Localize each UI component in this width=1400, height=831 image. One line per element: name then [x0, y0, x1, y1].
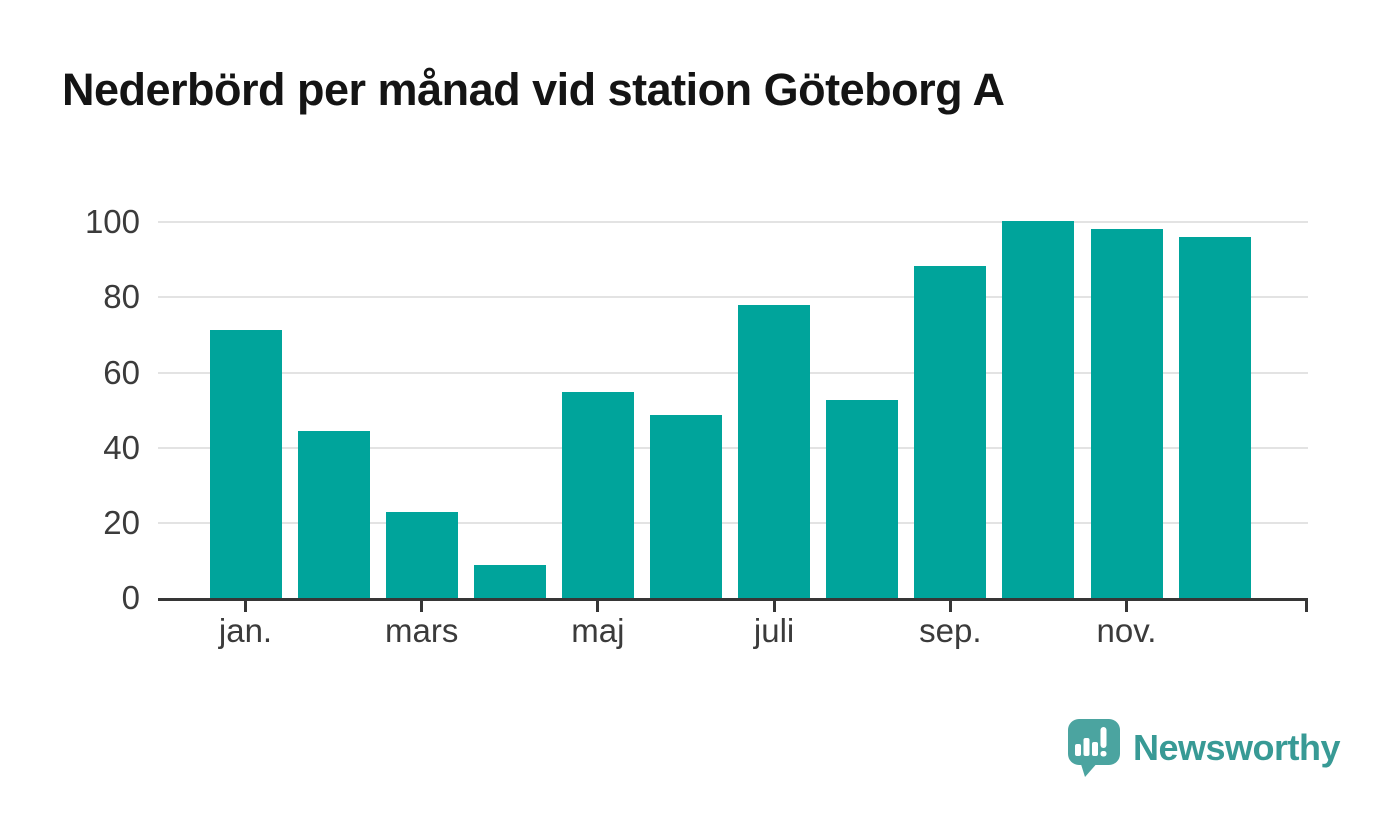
x-axis-end-tick	[1305, 598, 1308, 612]
newsworthy-wordmark: Newsworthy	[1132, 727, 1341, 768]
y-tick-label-40: 40	[103, 428, 140, 466]
gridline-40	[158, 446, 1308, 449]
x-tick-label-nov.: nov.	[1096, 612, 1157, 649]
bar-juli	[738, 305, 811, 598]
bar-feb.	[297, 430, 370, 598]
x-axis-line	[158, 598, 1308, 601]
gridline-60	[158, 371, 1308, 374]
bar-nov.	[1090, 229, 1163, 598]
x-tick-label-maj: maj	[571, 612, 625, 649]
bar-mars	[385, 512, 458, 598]
x-tick-juli	[772, 601, 776, 612]
bar-dec.	[1178, 236, 1251, 598]
newsworthy-bubble-chart-icon	[1067, 719, 1120, 777]
chart-title: Nederbörd per månad vid station Göteborg…	[62, 64, 1005, 115]
bar-apr.	[473, 564, 546, 598]
y-tick-label-60: 60	[103, 353, 140, 391]
bar-jan.	[209, 330, 282, 598]
x-tick-mars	[420, 601, 424, 612]
y-tick-label-20: 20	[103, 503, 140, 541]
bar-okt.	[1002, 220, 1075, 598]
bar-aug.	[826, 400, 899, 598]
bar-juni	[650, 415, 722, 598]
y-tick-label-100: 100	[84, 203, 140, 241]
x-tick-label-mars: mars	[385, 612, 459, 649]
gridline-100	[158, 221, 1308, 224]
bar-sep.	[914, 265, 987, 598]
x-tick-label-sep.: sep.	[919, 612, 982, 649]
x-tick-nov.	[1125, 601, 1128, 612]
y-tick-label-80: 80	[103, 278, 140, 316]
gridline-80	[158, 296, 1308, 299]
x-tick-jan.	[244, 601, 247, 612]
y-tick-label-0: 0	[121, 579, 140, 616]
newsworthy-logo: Newsworthy	[1067, 719, 1341, 777]
x-tick-sep.	[948, 601, 952, 612]
x-tick-label-juli: juli	[753, 612, 795, 649]
bar-maj	[561, 392, 634, 598]
x-tick-maj	[596, 601, 600, 612]
gridline-20	[158, 521, 1308, 524]
x-tick-label-jan.: jan.	[218, 612, 273, 649]
bar-chart-glyph	[1074, 727, 1107, 757]
